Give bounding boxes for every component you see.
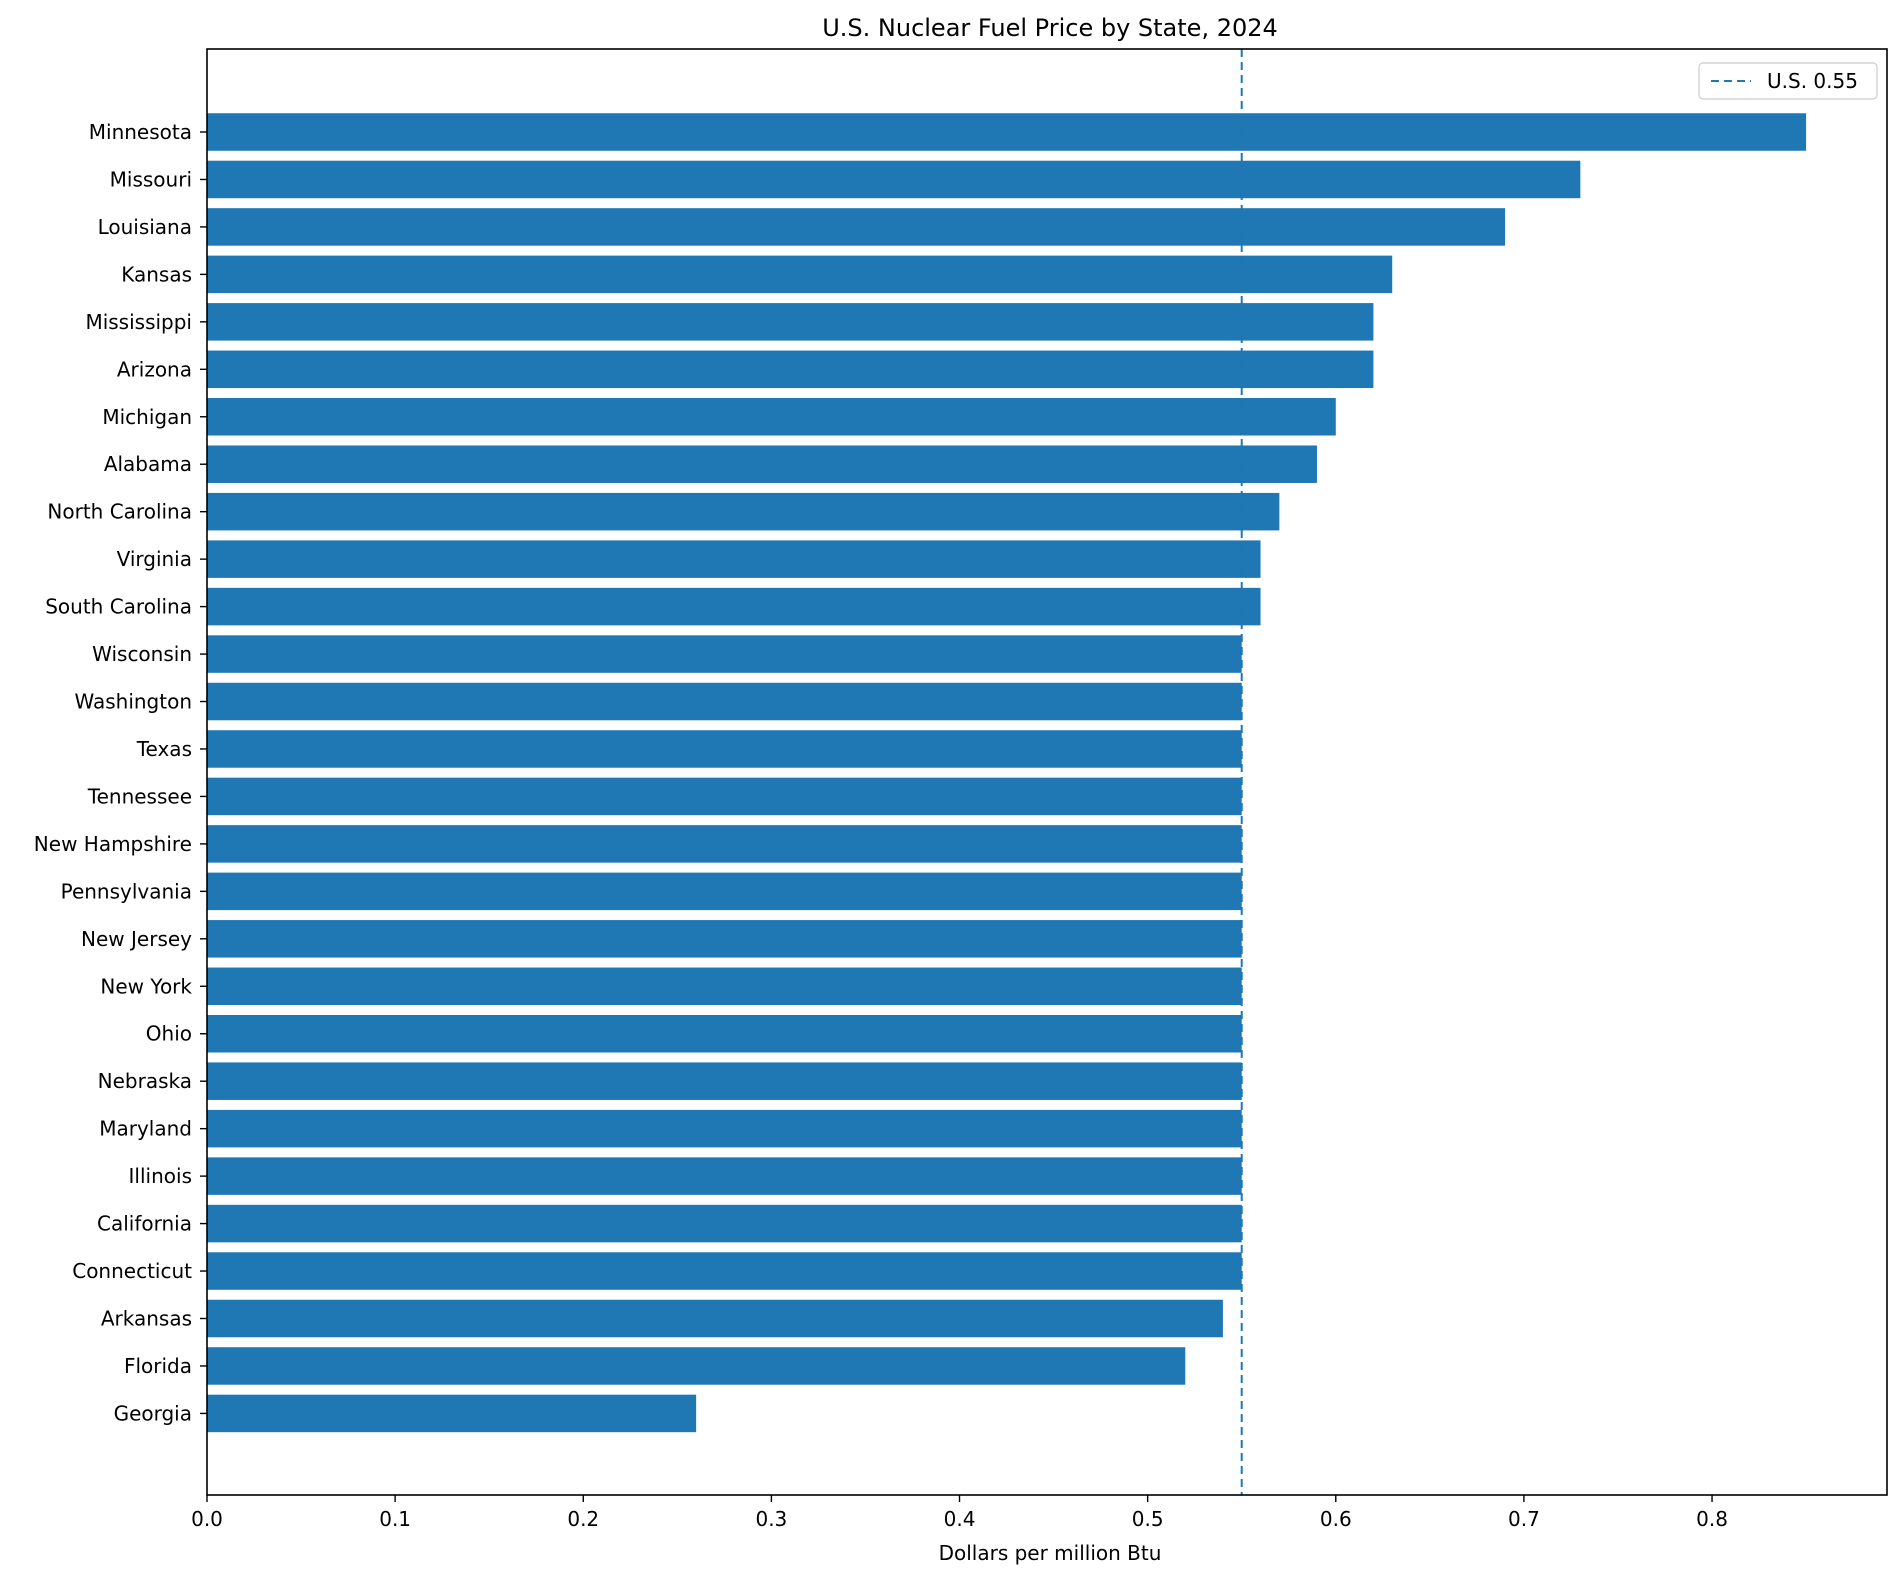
- y-tick-label: Nebraska: [98, 1069, 192, 1093]
- bar: [207, 587, 1261, 626]
- y-tick-label: New York: [100, 974, 192, 998]
- x-tick-label: 0.3: [755, 1507, 787, 1531]
- y-tick-label: Ohio: [146, 1022, 192, 1046]
- y-tick-label: Connecticut: [72, 1259, 192, 1283]
- y-tick-label: Kansas: [121, 262, 192, 286]
- y-tick-label: Georgia: [114, 1401, 192, 1425]
- bar: [207, 967, 1242, 1006]
- bar: [207, 825, 1242, 863]
- bar: [207, 1157, 1242, 1195]
- bar: [207, 492, 1280, 531]
- x-tick-label: 0.6: [1320, 1507, 1352, 1531]
- bar: [207, 113, 1807, 151]
- y-tick-label: Alabama: [104, 452, 192, 476]
- y-tick-label: Illinois: [129, 1164, 192, 1188]
- x-tick-label: 0.0: [191, 1507, 223, 1531]
- bar: [207, 635, 1242, 673]
- bar: [207, 730, 1242, 768]
- y-tick-label: Texas: [136, 737, 192, 761]
- y-tick-label: South Carolina: [45, 595, 192, 619]
- bars-group: [207, 113, 1807, 1433]
- bar: [207, 1299, 1223, 1338]
- x-axis: 0.0 0.1 0.2 0.3 0.4 0.5 0.6 0.7 0.8: [191, 1495, 1728, 1531]
- x-tick-label: 0.8: [1696, 1507, 1728, 1531]
- bar: [207, 1014, 1242, 1053]
- y-tick-label: Missouri: [110, 167, 192, 191]
- y-tick-label: Michigan: [102, 405, 192, 429]
- y-tick-label: New Jersey: [81, 927, 192, 951]
- y-tick-label: Pennsylvania: [61, 879, 192, 903]
- chart-title: U.S. Nuclear Fuel Price by State, 2024: [822, 14, 1278, 42]
- legend-box: [1698, 62, 1878, 100]
- x-axis-label: Dollars per million Btu: [939, 1541, 1162, 1565]
- x-tick-label: 0.2: [567, 1507, 599, 1531]
- x-tick-label: 0.1: [379, 1507, 411, 1531]
- bar: [207, 540, 1261, 578]
- bar: [207, 350, 1374, 389]
- y-tick-label: Wisconsin: [92, 642, 192, 666]
- y-tick-label: Washington: [74, 690, 192, 714]
- plot-frame: [206, 48, 1888, 1496]
- bar: [207, 398, 1336, 436]
- bar: [207, 445, 1317, 483]
- bar: [207, 208, 1506, 246]
- bar: [207, 255, 1393, 294]
- y-tick-label: Maryland: [99, 1117, 192, 1141]
- bar: [207, 1204, 1242, 1243]
- bar: [207, 1394, 697, 1433]
- y-tick-label: Louisiana: [98, 215, 192, 239]
- bar: [207, 1347, 1186, 1385]
- y-tick-label: Virginia: [117, 547, 192, 571]
- bar: [207, 872, 1242, 911]
- legend-label: U.S. 0.55: [1767, 69, 1858, 93]
- y-tick-label: North Carolina: [47, 500, 192, 524]
- bar: [207, 160, 1581, 199]
- bar: [207, 1252, 1242, 1290]
- y-tick-label: New Hampshire: [34, 832, 192, 856]
- bar: [207, 682, 1242, 721]
- bar: [207, 920, 1242, 958]
- x-tick-label: 0.4: [944, 1507, 976, 1531]
- bar: [207, 1062, 1242, 1100]
- bar: [207, 777, 1242, 816]
- y-tick-label: California: [97, 1212, 192, 1236]
- y-tick-label: Florida: [124, 1354, 192, 1378]
- x-tick-label: 0.5: [1132, 1507, 1164, 1531]
- x-tick-label: 0.7: [1508, 1507, 1540, 1531]
- y-tick-label: Arkansas: [101, 1307, 192, 1331]
- bar: [207, 1109, 1242, 1148]
- y-tick-label: Arizona: [117, 357, 192, 381]
- y-tick-label: Tennessee: [87, 784, 192, 808]
- y-tick-label: Mississippi: [85, 310, 192, 334]
- bar: [207, 303, 1374, 341]
- legend: U.S. 0.55: [1698, 62, 1878, 100]
- y-tick-label: Minnesota: [89, 120, 192, 144]
- y-axis: Minnesota Missouri Louisiana Kansas Mississi…: [34, 120, 207, 1425]
